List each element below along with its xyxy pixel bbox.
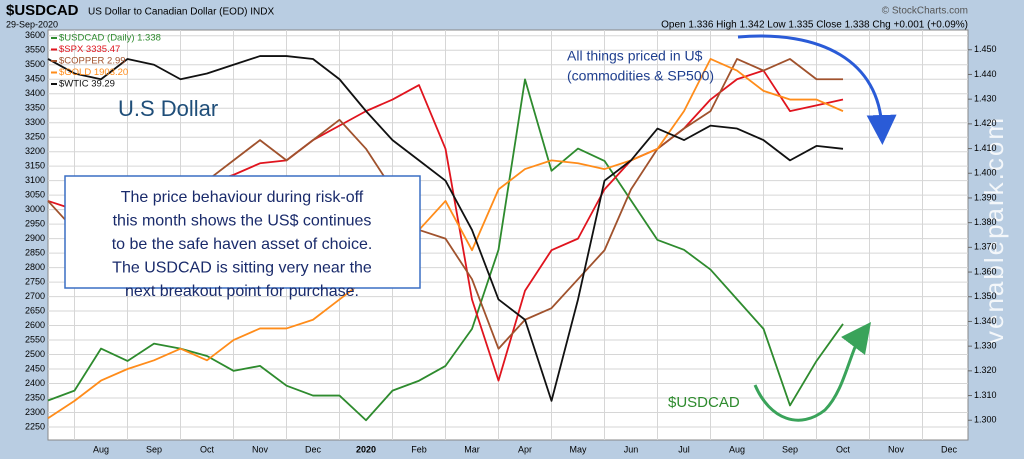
- text-box-line: next breakout point for purchase.: [125, 283, 359, 300]
- y-tick-label: 3450: [25, 74, 45, 84]
- text-box-line: this month shows the US$ continues: [113, 213, 372, 230]
- y2-tick-label: 1.380: [974, 217, 997, 227]
- y-tick-label: 3150: [25, 161, 45, 171]
- y-tick-label: 2600: [25, 320, 45, 330]
- x-tick-label: Dec: [305, 444, 322, 454]
- y2-tick-label: 1.360: [974, 266, 997, 276]
- heading: U.S Dollar: [118, 96, 218, 121]
- y-tick-label: 2800: [25, 262, 45, 272]
- x-tick-label: Feb: [411, 444, 427, 454]
- y-tick-label: 2250: [25, 421, 45, 431]
- y2-tick-label: 1.320: [974, 365, 997, 375]
- y-tick-label: 3050: [25, 190, 45, 200]
- x-tick-label: Aug: [729, 444, 745, 454]
- arrow: [753, 321, 871, 422]
- x-tick-label: Oct: [836, 444, 851, 454]
- y2-tick-label: 1.430: [974, 94, 997, 104]
- note: All things priced in U$: [567, 48, 703, 64]
- source: © StockCharts.com: [882, 6, 968, 17]
- y-tick-label: 3000: [25, 204, 45, 214]
- y2-tick-label: 1.410: [974, 143, 997, 153]
- x-tick-label: Aug: [93, 444, 109, 454]
- series-line: [47, 55, 844, 402]
- legend-label: $WTIC 39.29: [59, 79, 115, 90]
- text-box: [64, 175, 421, 289]
- y-tick-label: 3350: [25, 103, 45, 113]
- y-tick-label: 2850: [25, 247, 45, 257]
- x-tick-label: Oct: [200, 444, 215, 454]
- y-tick-label: 3500: [25, 59, 45, 69]
- legend-label: $SPX 3335.47: [59, 44, 120, 55]
- y2-tick-label: 1.420: [974, 118, 997, 128]
- y2-tick-label: 1.450: [974, 44, 997, 54]
- y-tick-label: 3100: [25, 175, 45, 185]
- text-box-line: The USDCAD is sitting very near the: [112, 260, 372, 277]
- y-tick-label: 2450: [25, 363, 45, 373]
- y2-tick-label: 1.300: [974, 415, 997, 425]
- series-line: [47, 58, 844, 420]
- y-tick-label: 3600: [25, 30, 45, 40]
- x-tick-label: Apr: [518, 444, 532, 454]
- y-tick-label: 2700: [25, 291, 45, 301]
- y2-tick-label: 1.330: [974, 341, 997, 351]
- y-tick-label: 2500: [25, 349, 45, 359]
- y-tick-label: 2650: [25, 305, 45, 315]
- y-tick-label: 2950: [25, 219, 45, 229]
- x-tick-label: Mar: [464, 444, 480, 454]
- ohlc: Open 1.336 High 1.342 Low 1.335 Close 1.…: [661, 20, 968, 31]
- y-tick-label: 2900: [25, 233, 45, 243]
- watermark: venablepark.com: [979, 116, 1009, 344]
- y2-tick-label: 1.310: [974, 390, 997, 400]
- y-tick-label: 2350: [25, 392, 45, 402]
- legend-label: $GOLD 1903.20: [59, 67, 128, 78]
- x-tick-label: Nov: [252, 444, 269, 454]
- y2-tick-label: 1.400: [974, 168, 997, 178]
- legend-label: $COPPER 2.99: [59, 56, 126, 67]
- usdcad-label: $USDCAD: [668, 394, 740, 411]
- x-tick-label: Jul: [678, 444, 690, 454]
- y-tick-label: 3300: [25, 117, 45, 127]
- y-tick-label: 2300: [25, 407, 45, 417]
- y-tick-label: 2750: [25, 276, 45, 286]
- x-tick-label: Dec: [941, 444, 958, 454]
- y-tick-label: 2550: [25, 334, 45, 344]
- arrow: [737, 34, 897, 145]
- x-tick-label: Sep: [782, 444, 798, 454]
- y2-tick-label: 1.440: [974, 69, 997, 79]
- text-box-line: to be the safe haven asset of choice.: [112, 236, 373, 253]
- y2-tick-label: 1.350: [974, 291, 997, 301]
- y2-tick-label: 1.390: [974, 192, 997, 202]
- y2-tick-label: 1.370: [974, 242, 997, 252]
- note: (commodities & SP500): [567, 68, 714, 84]
- x-tick-label: Sep: [146, 444, 162, 454]
- legend-label: $USDCAD (Daily) 1.338: [59, 33, 161, 44]
- x-tick-label: May: [569, 444, 587, 454]
- y-tick-label: 3200: [25, 146, 45, 156]
- symbol: $USDCAD: [6, 2, 79, 19]
- y-tick-label: 3400: [25, 88, 45, 98]
- x-tick-label: Jun: [624, 444, 639, 454]
- text-box-line: The price behaviour during risk-off: [121, 189, 364, 206]
- x-tick-label: 2020: [356, 444, 376, 454]
- date: 29-Sep-2020: [6, 19, 58, 29]
- y2-tick-label: 1.340: [974, 316, 997, 326]
- x-tick-label: Nov: [888, 444, 905, 454]
- y-tick-label: 2400: [25, 378, 45, 388]
- y-tick-label: 3550: [25, 45, 45, 55]
- y-tick-label: 3250: [25, 132, 45, 142]
- description: US Dollar to Canadian Dollar (EOD) INDX: [88, 7, 275, 18]
- text-box-lines: The price behaviour during risk-off this …: [112, 189, 373, 300]
